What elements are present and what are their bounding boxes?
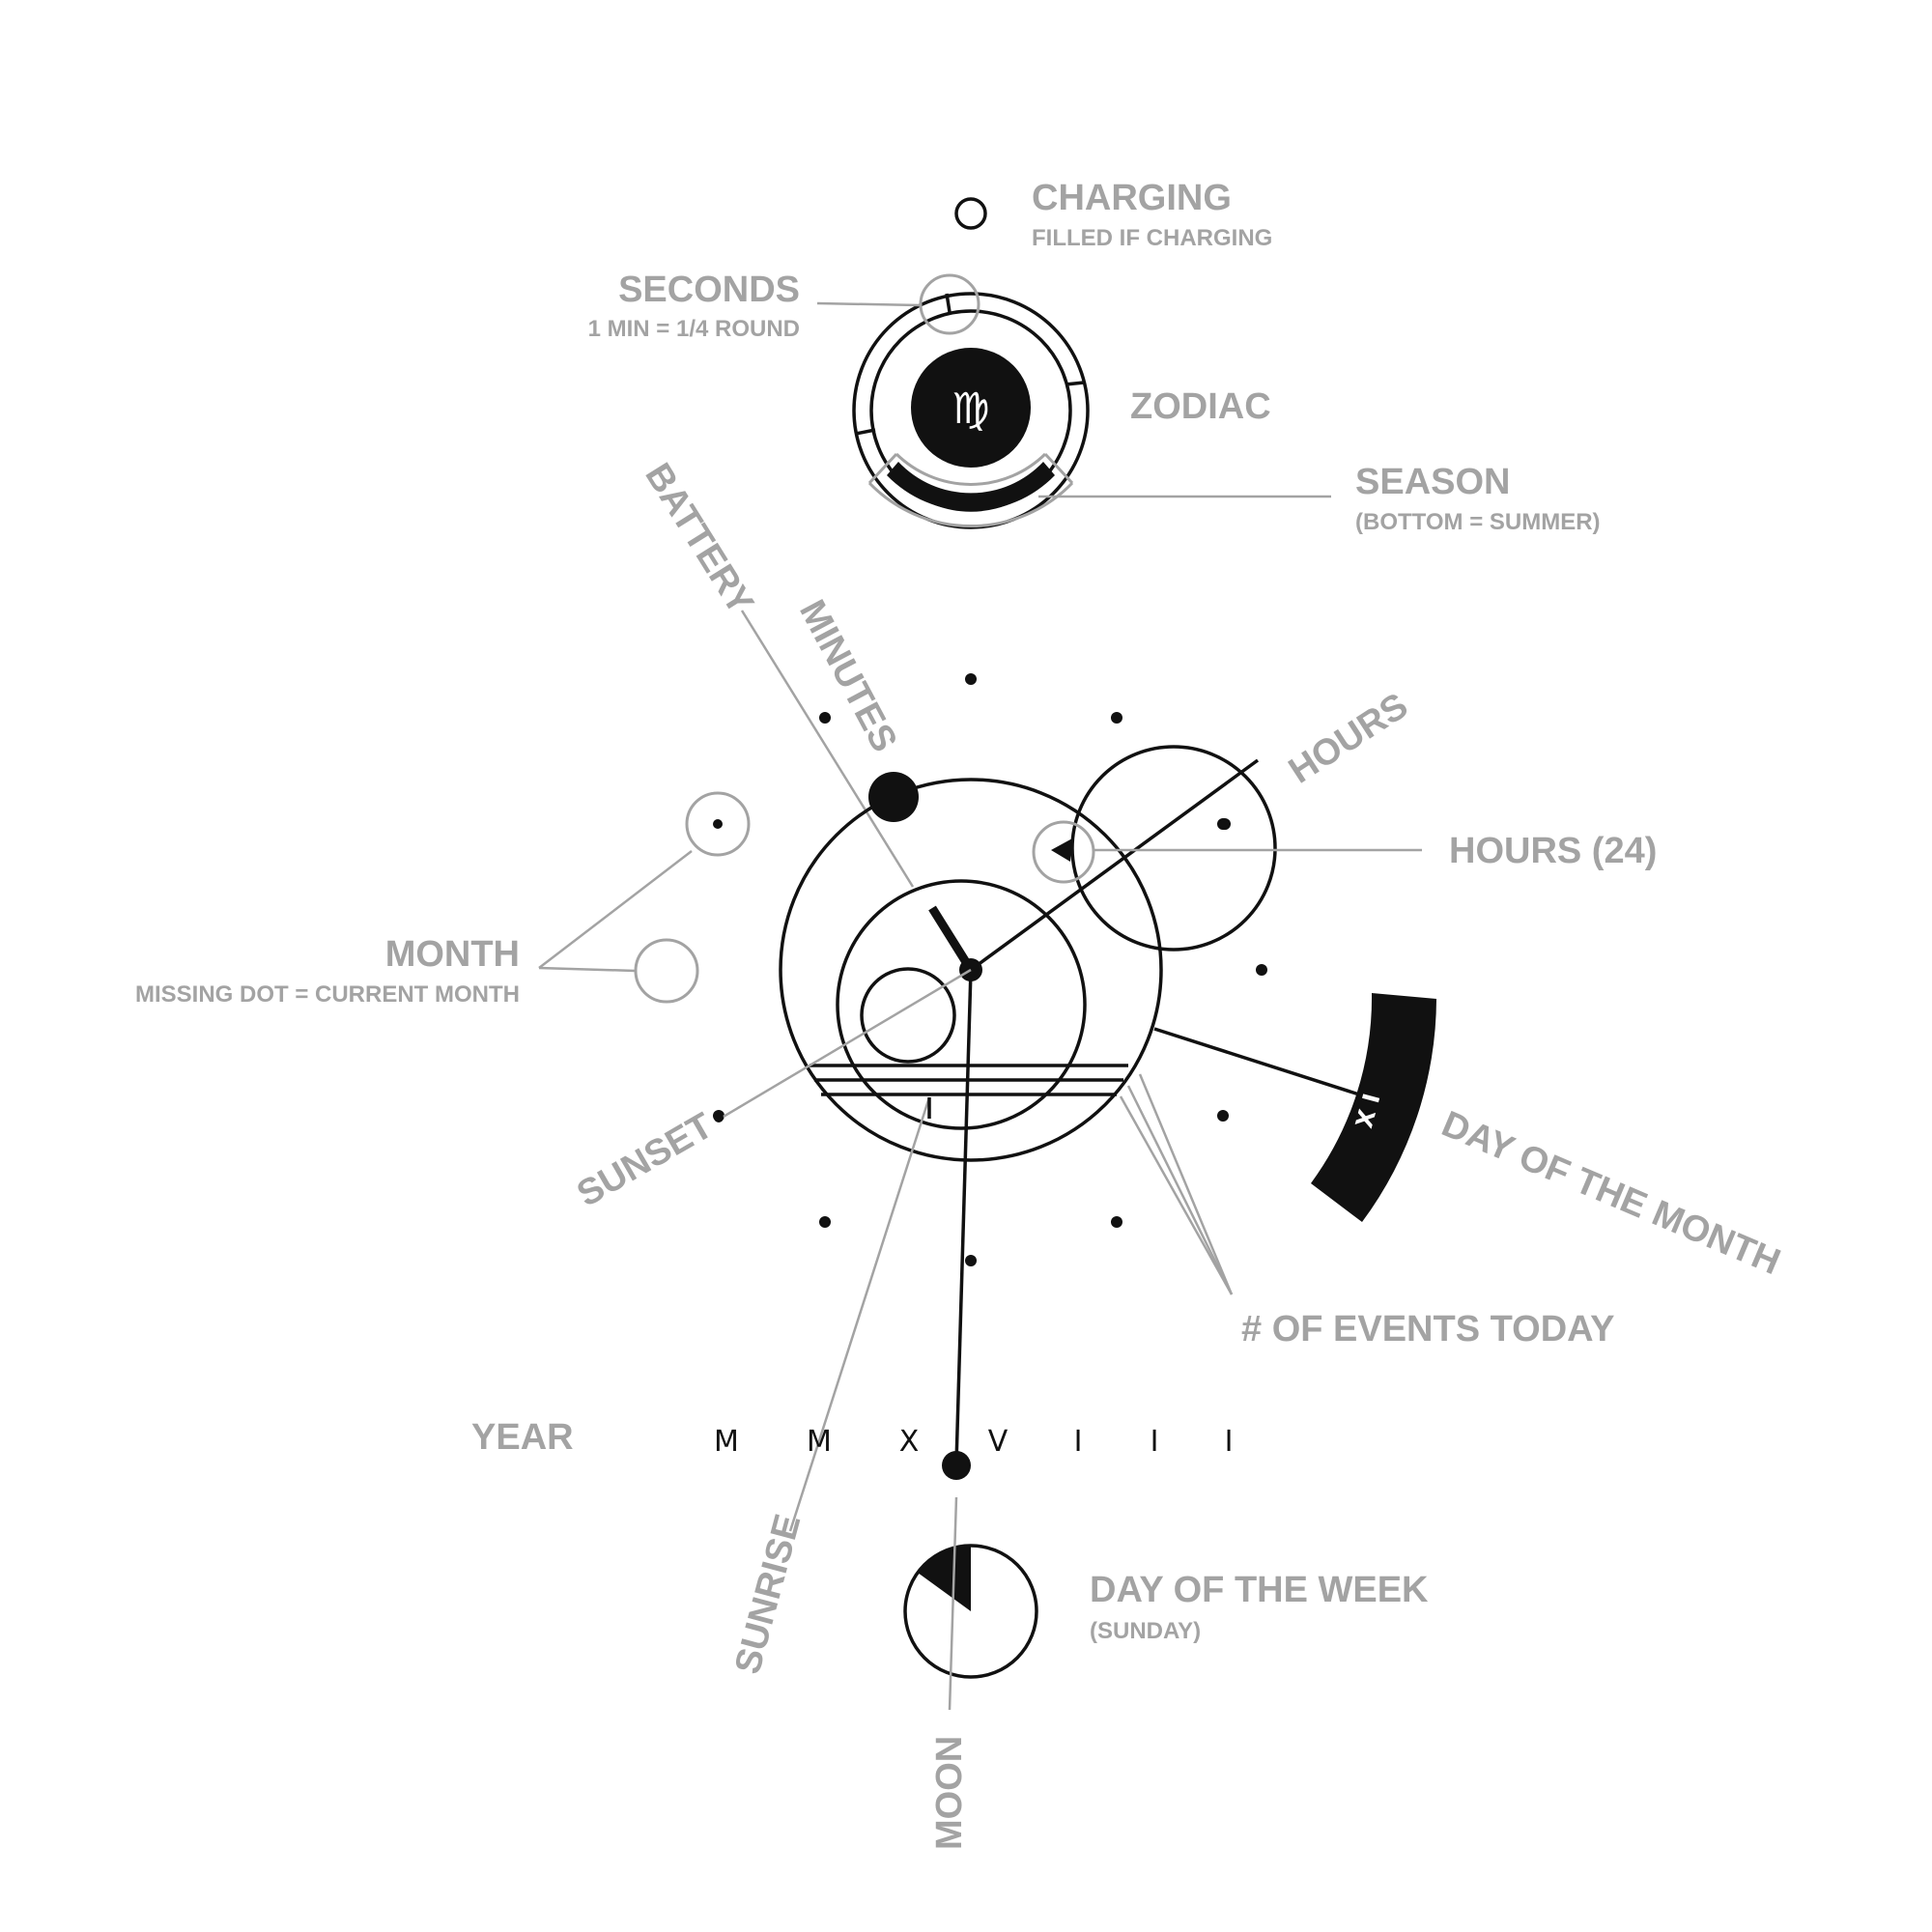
season-bracket: [867, 481, 1074, 528]
season-indicator: [887, 462, 1055, 511]
svg-text:I: I: [1074, 1425, 1083, 1459]
seconds-note: 1 MIN = 1/4 ROUND: [588, 316, 800, 342]
day-of-week-title: DAY OF THE WEEK: [1090, 1570, 1429, 1610]
events-pointer: [1119, 1073, 1234, 1295]
hours24-marker: [1032, 820, 1095, 884]
month-note: MISSING DOT = CURRENT MONTH: [135, 981, 520, 1008]
hours-label: HOURS: [1282, 686, 1415, 792]
zodiac-dial: ♍: [852, 292, 1090, 529]
year-numerals: M M X V I I I: [714, 1425, 1233, 1459]
month-marker-1: [685, 791, 751, 857]
day-of-week-dial: [903, 1544, 1038, 1679]
seconds-title: SECONDS: [618, 270, 800, 310]
charging-note: FILLED IF CHARGING: [1032, 225, 1272, 251]
seconds-marker: [919, 273, 980, 335]
moon-hand: [954, 969, 973, 1464]
battery-label: BATTERY: [637, 457, 760, 622]
hour-dots: [713, 673, 1267, 1266]
minute-hand: [928, 905, 975, 973]
svg-text:I: I: [1151, 1425, 1159, 1459]
sunset-label: SUNSET: [571, 1105, 720, 1214]
zodiac-disk: [911, 348, 1031, 468]
charging-title: CHARGING: [1032, 178, 1232, 218]
hours24-pointer-icon: [1051, 838, 1072, 862]
battery-indicator: [868, 772, 919, 822]
svg-text:V: V: [988, 1425, 1009, 1459]
season-note: (BOTTOM = SUMMER): [1355, 509, 1601, 535]
svg-text:I: I: [1225, 1425, 1234, 1459]
season-title: SEASON: [1355, 462, 1510, 502]
svg-text:X: X: [899, 1425, 920, 1459]
main-dial: [714, 758, 1360, 1532]
hours24-label: HOURS (24): [1449, 831, 1657, 871]
year-label: YEAR: [471, 1417, 574, 1458]
zodiac-symbol-icon: ♍: [952, 384, 989, 434]
events-label: # OF EVENTS TODAY: [1241, 1309, 1614, 1350]
month-marker-2: [634, 938, 699, 1004]
day-of-month-indicator: [1311, 993, 1436, 1222]
day-of-week-note: (SUNDAY): [1090, 1618, 1201, 1644]
moon-label: MOON: [929, 1736, 970, 1850]
zodiac-title: ZODIAC: [1130, 386, 1271, 427]
sunrise-label: SUNRISE: [727, 1510, 809, 1678]
svg-text:M: M: [714, 1425, 739, 1459]
svg-text:M: M: [807, 1425, 832, 1459]
charging-indicator: [954, 197, 987, 230]
hours-dial: [1070, 745, 1277, 952]
day-of-month-label: DAY OF THE MONTH: [1435, 1104, 1785, 1284]
minutes-label: MINUTES: [791, 594, 904, 759]
month-title: MONTH: [385, 934, 520, 975]
